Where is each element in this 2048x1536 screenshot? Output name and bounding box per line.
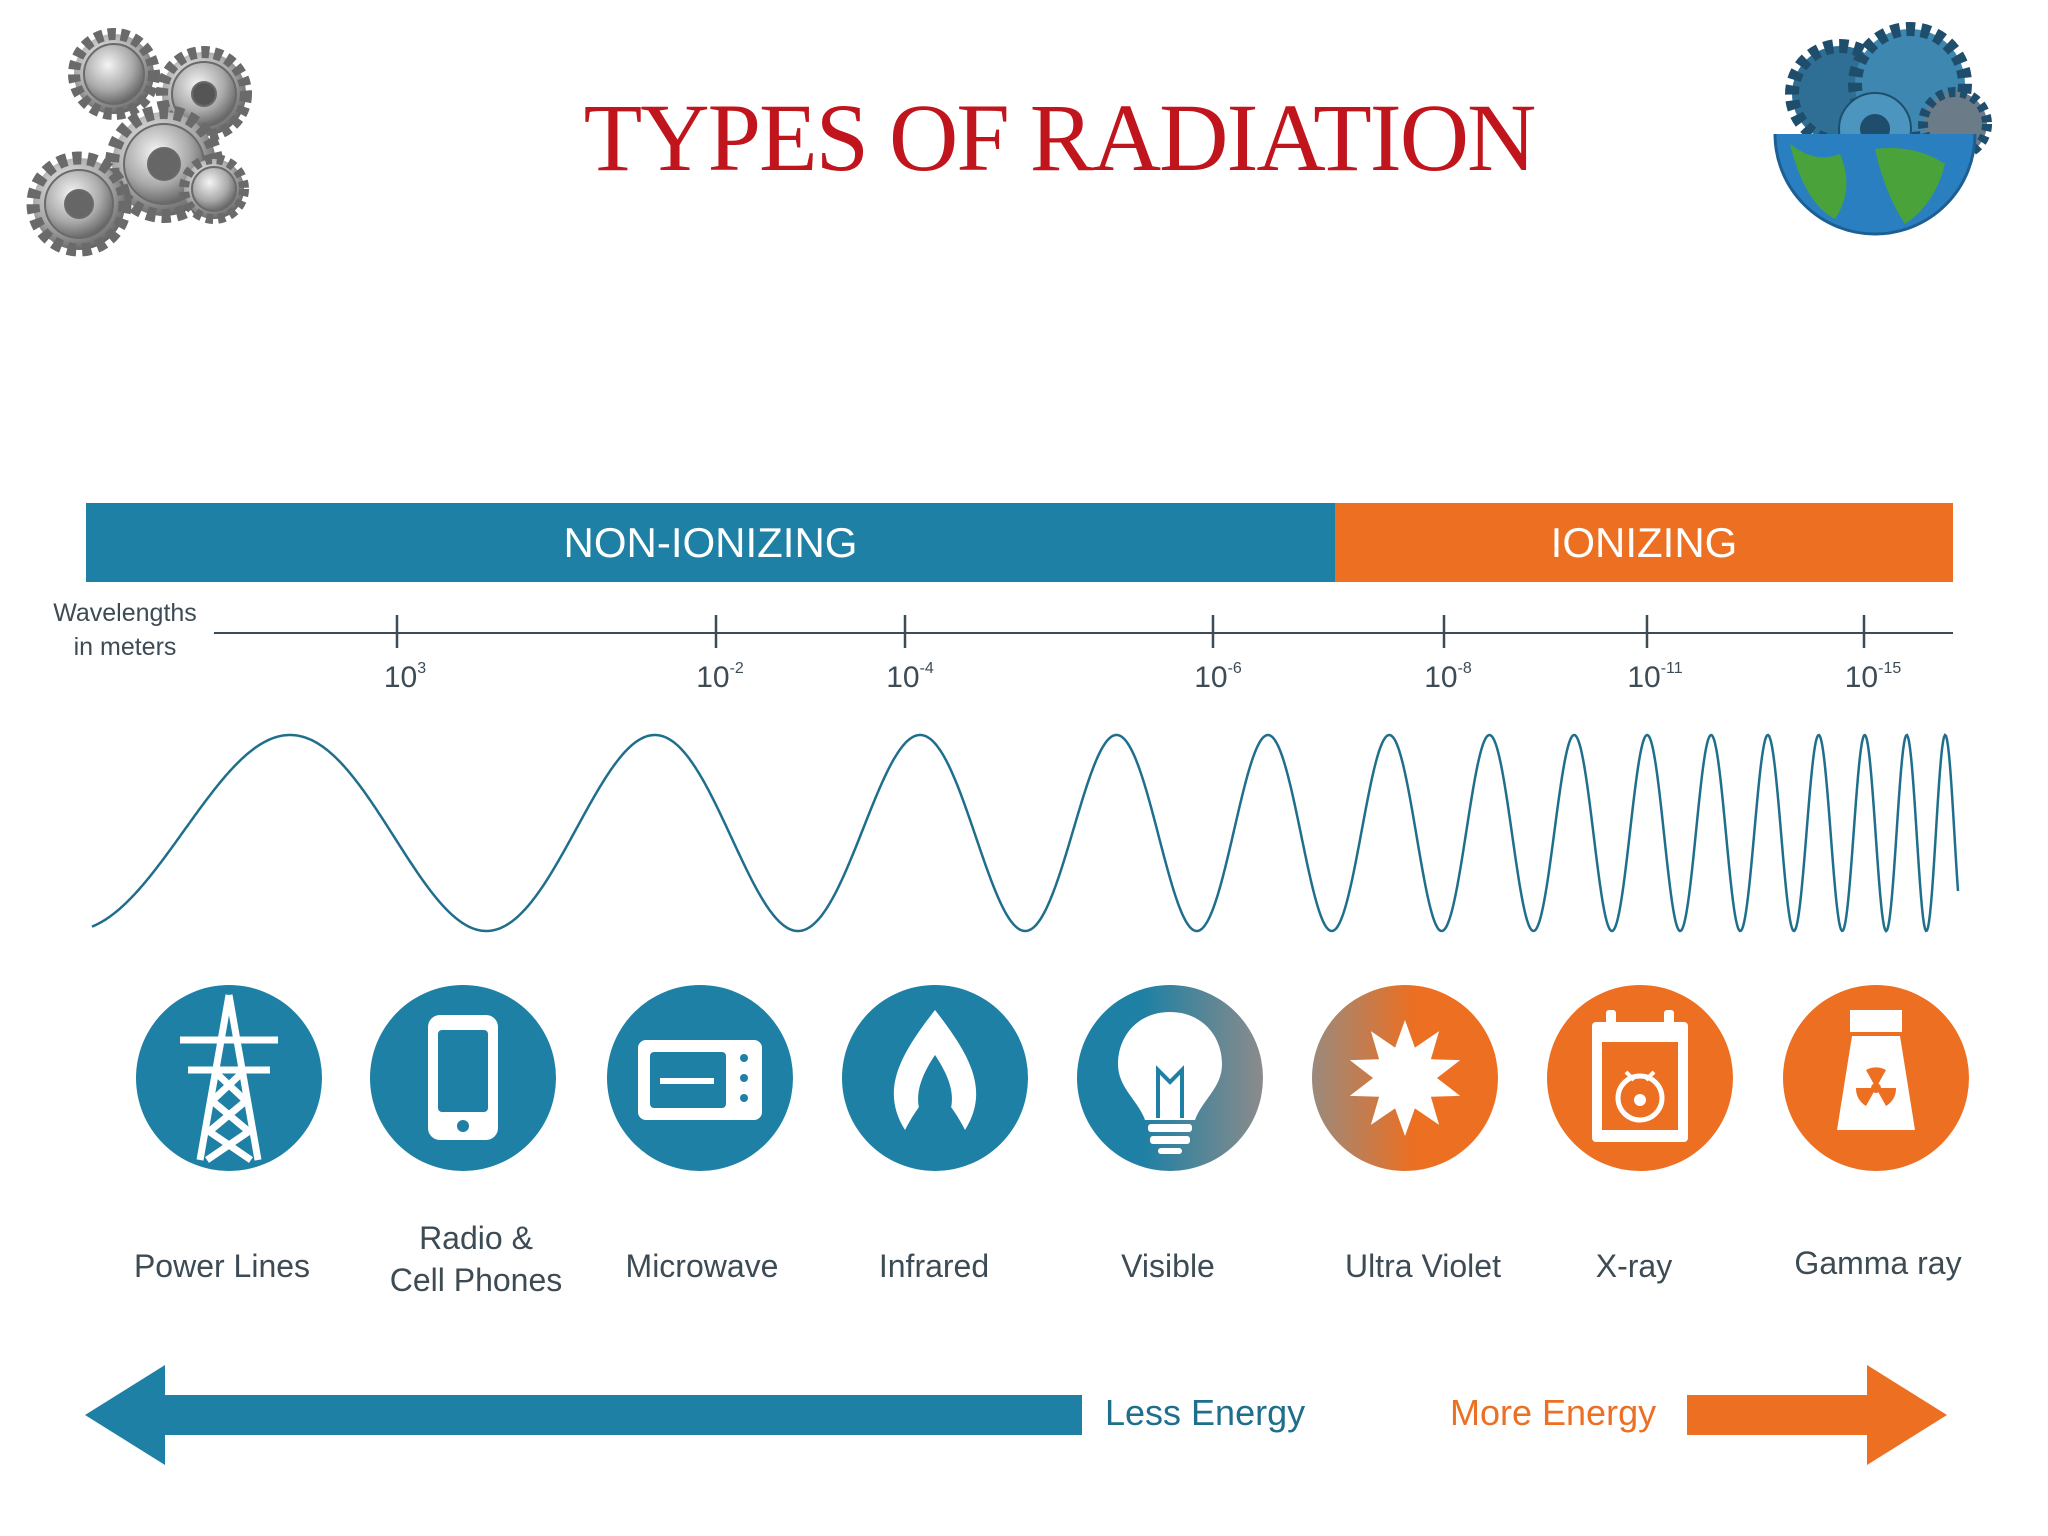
cell-phone-icon [370, 985, 556, 1171]
more-energy-arrow [1687, 1365, 1947, 1465]
source-label-visible: Visible [1121, 1248, 1215, 1284]
tick-label: 10-4 [886, 660, 934, 694]
page-title: TYPES OF RADIATION [583, 84, 1537, 191]
source-label-ultra-violet: Ultra Violet [1345, 1248, 1501, 1284]
source-label-gamma-ray: Gamma ray [1794, 1245, 1962, 1281]
tick-label: 10-11 [1627, 660, 1683, 694]
tick-label: 10-6 [1194, 660, 1242, 694]
wave-line [91, 733, 1960, 933]
wavelength-axis-label-line1: Wavelengths [53, 599, 197, 627]
sun-icon [1312, 985, 1498, 1171]
non-ionizing-label: NON-IONIZING [563, 518, 858, 566]
globe-gears-icon [1773, 22, 1992, 236]
source-label-radio-cell-phones: Radio & Cell Phones [389, 1220, 563, 1298]
non-ionizing-band: NON-IONIZING [86, 503, 1335, 582]
ionizing-label: IONIZING [1550, 518, 1738, 566]
nuclear-plant-icon [1783, 985, 1969, 1171]
light-bulb-icon [1077, 985, 1263, 1171]
wavelength-axis-label-line2: in meters [73, 633, 177, 661]
wavelength-axis [214, 615, 1953, 648]
microwave-icon [607, 985, 793, 1171]
source-label-x-ray: X-ray [1595, 1248, 1673, 1284]
source-label-microwave: Microwave [625, 1248, 779, 1284]
tick-label: 10-8 [1424, 660, 1472, 694]
wavelength-axis-label: Wavelengths in meters [40, 596, 210, 664]
power-tower-icon [136, 985, 322, 1171]
xray-film-icon [1547, 985, 1733, 1171]
source-icons [136, 985, 1969, 1171]
less-energy-arrow [85, 1365, 1082, 1465]
source-label-power-lines: Power Lines [133, 1248, 311, 1284]
gears-icon [26, 28, 252, 257]
more-energy-label: More Energy [1450, 1392, 1657, 1433]
flame-icon [842, 985, 1028, 1171]
tick-label: 10-15 [1844, 660, 1902, 694]
less-energy-label: Less Energy [1105, 1392, 1306, 1433]
ionizing-band: IONIZING [1335, 503, 1953, 582]
source-label-infrared: Infrared [878, 1248, 990, 1284]
tick-label: 103 [383, 660, 427, 694]
tick-label: 10-2 [696, 660, 744, 694]
